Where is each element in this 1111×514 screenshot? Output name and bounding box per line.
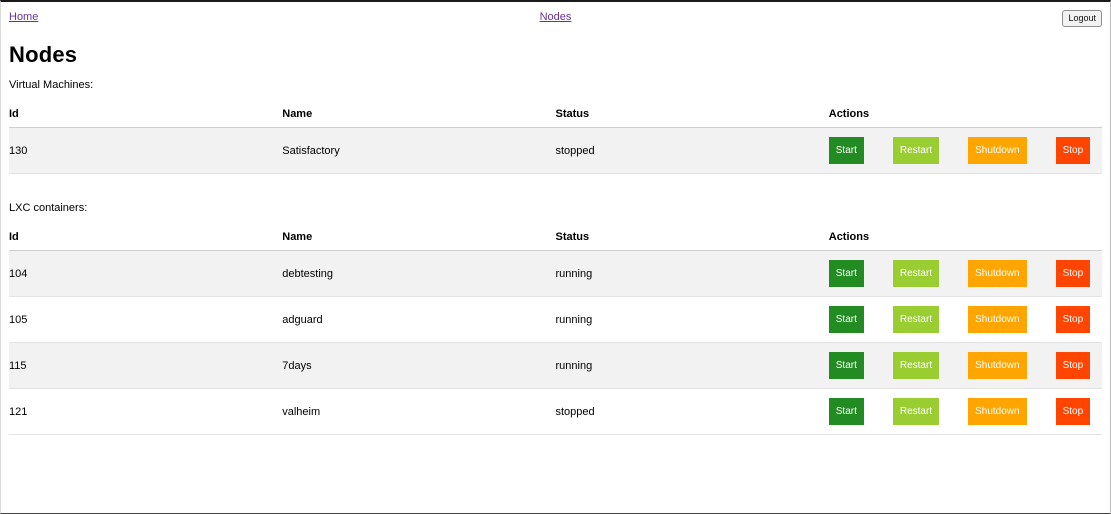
nav-home-link[interactable]: Home — [9, 11, 39, 23]
section-label: Virtual Machines: — [9, 79, 94, 91]
cell-name: valheim — [282, 388, 556, 435]
restart-button[interactable]: Restart — [892, 398, 940, 425]
restart-button[interactable]: Restart — [892, 306, 940, 333]
table-header-row: Id Name Status Actions — [9, 223, 1102, 251]
cell-name: 7days — [282, 342, 556, 389]
cell-status: running — [555, 342, 829, 389]
column-header-id: Id — [9, 223, 283, 251]
column-header-status: Status — [555, 223, 829, 251]
column-header-status: Status — [555, 100, 829, 128]
table-header-row: Id Name Status Actions — [9, 100, 1102, 128]
table-row: 130 Satisfactory stopped Start Restart Shutdo… — [9, 127, 1102, 174]
cell-id: 104 — [9, 250, 283, 297]
cell-id: 121 — [9, 388, 283, 435]
section-label: LXC containers: — [9, 202, 88, 214]
cell-actions: Start Restart Shutdown Stop — [828, 127, 1102, 174]
stop-button[interactable]: Stop — [1055, 398, 1091, 425]
page: Home Nodes Logout Nodes Virtual Machines… — [1, 2, 1110, 443]
table-row: 105 adguard running Start Restart Shutdown Sto… — [9, 296, 1102, 343]
start-button[interactable]: Start — [828, 398, 864, 425]
column-header-actions: Actions — [828, 223, 1102, 251]
column-header-actions: Actions — [828, 100, 1102, 128]
cell-status: stopped — [555, 388, 829, 435]
column-header-name: Name — [282, 223, 556, 251]
page-title: Nodes — [9, 42, 78, 67]
sections-container: Virtual Machines: Id Name Status Actions 13… — [9, 79, 1102, 435]
column-header-name: Name — [282, 100, 556, 128]
table-row: 104 debtesting running Start Restart Shutdown… — [9, 250, 1102, 297]
start-button[interactable]: Start — [828, 260, 864, 287]
cell-actions: Start Restart Shutdown Stop — [828, 342, 1102, 389]
restart-button[interactable]: Restart — [892, 137, 940, 164]
cell-id: 130 — [9, 127, 283, 174]
cell-name: adguard — [282, 296, 556, 343]
cell-actions: Start Restart Shutdown Stop — [828, 296, 1102, 343]
table-row: 115 7days running Start Restart Shutdown Stop — [9, 342, 1102, 389]
nav-right: Logout — [738, 10, 1102, 27]
nav-left: Home — [9, 10, 373, 24]
cell-id: 115 — [9, 342, 283, 389]
nodes-table: Id Name Status Actions 130 Satisfactory stopp… — [9, 100, 1102, 174]
column-header-id: Id — [9, 100, 283, 128]
nav-center: Nodes — [373, 10, 737, 24]
top-nav: Home Nodes Logout — [9, 10, 1102, 27]
stop-button[interactable]: Stop — [1055, 306, 1091, 333]
nodes-table: Id Name Status Actions 104 debtesting running… — [9, 223, 1102, 435]
start-button[interactable]: Start — [828, 306, 864, 333]
cell-actions: Start Restart Shutdown Stop — [828, 250, 1102, 297]
start-button[interactable]: Start — [828, 137, 864, 164]
node-section: LXC containers: Id Name Status Actions 104 d… — [9, 174, 1102, 435]
start-button[interactable]: Start — [828, 352, 864, 379]
stop-button[interactable]: Stop — [1055, 137, 1091, 164]
node-section: Virtual Machines: Id Name Status Actions 13… — [9, 79, 1102, 174]
cell-status: running — [555, 250, 829, 297]
shutdown-button[interactable]: Shutdown — [968, 137, 1027, 164]
cell-status: stopped — [555, 127, 829, 174]
shutdown-button[interactable]: Shutdown — [968, 306, 1027, 333]
shutdown-button[interactable]: Shutdown — [968, 398, 1027, 425]
table-row: 121 valheim stopped Start Restart Shutdown Sto… — [9, 388, 1102, 435]
logout-button[interactable]: Logout — [1062, 10, 1102, 27]
restart-button[interactable]: Restart — [892, 352, 940, 379]
restart-button[interactable]: Restart — [892, 260, 940, 287]
shutdown-button[interactable]: Shutdown — [968, 352, 1027, 379]
cell-name: debtesting — [282, 250, 556, 297]
stop-button[interactable]: Stop — [1055, 352, 1091, 379]
cell-actions: Start Restart Shutdown Stop — [828, 388, 1102, 435]
cell-status: running — [555, 296, 829, 343]
cell-id: 105 — [9, 296, 283, 343]
cell-name: Satisfactory — [282, 127, 556, 174]
nav-nodes-link[interactable]: Nodes — [539, 11, 572, 23]
shutdown-button[interactable]: Shutdown — [968, 260, 1027, 287]
stop-button[interactable]: Stop — [1055, 260, 1091, 287]
